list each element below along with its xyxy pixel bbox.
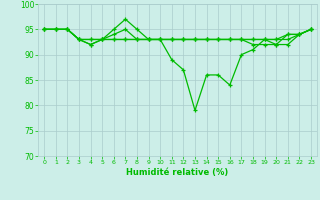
X-axis label: Humidité relative (%): Humidité relative (%) xyxy=(126,168,229,177)
